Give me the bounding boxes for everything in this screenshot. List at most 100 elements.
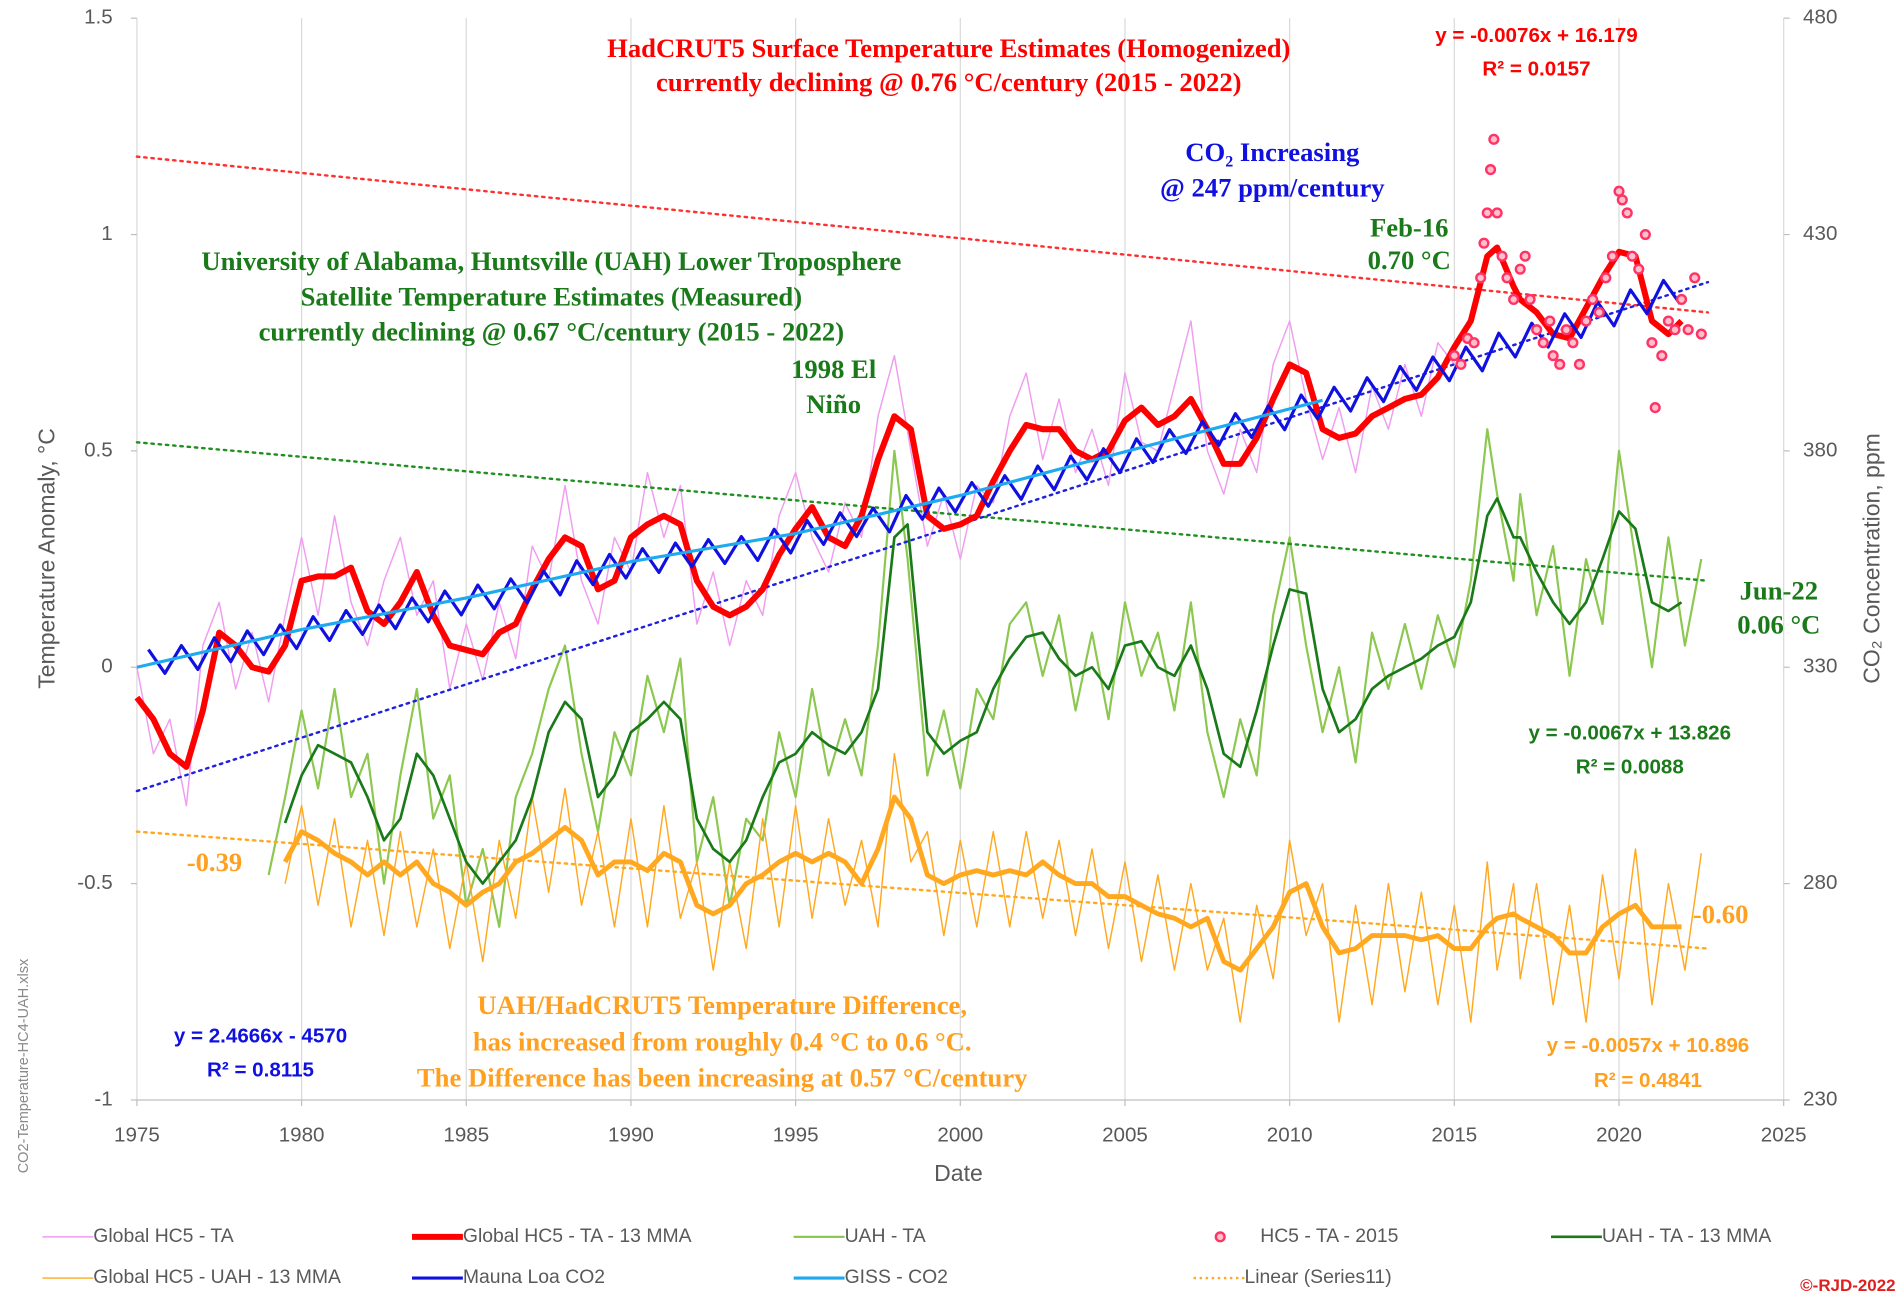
file-note: CO2-Temperature-HC4-UAH.xlsx (16, 958, 32, 1173)
legend-marker (1214, 1231, 1226, 1243)
annotation: y = -0.0076x + 16.179 (1435, 24, 1638, 47)
data-point (1587, 293, 1599, 306)
annotation: y = 2.4666x - 4570 (174, 1024, 347, 1047)
x-tick-label: 1995 (773, 1124, 819, 1147)
data-point (1649, 402, 1661, 414)
data-point (1496, 250, 1508, 262)
x-tick-label: 2025 (1761, 1124, 1807, 1147)
annotation: 0.06 °C (1737, 610, 1820, 640)
data-point (1481, 207, 1493, 219)
data-point (1531, 324, 1543, 336)
legend-label: Linear (Series11) (1244, 1266, 1391, 1288)
y-tick-label: -0.5 (77, 871, 112, 894)
y-tick-label: 0.5 (84, 438, 113, 461)
data-point (1475, 272, 1487, 284)
copyright: ©-RJD-2022 (1800, 1276, 1895, 1295)
legend-item: Linear (Series11) (1193, 1266, 1392, 1288)
series-line (136, 320, 1455, 807)
data-point (1508, 293, 1520, 306)
data-point (1613, 185, 1625, 197)
legend-item: HC5 - TA - 2015 (1214, 1225, 1398, 1247)
y-tick-label: -1 (94, 1087, 112, 1110)
data-point (1621, 207, 1633, 219)
data-point (1669, 324, 1681, 336)
annotation: -0.60 (1693, 899, 1749, 929)
y-tick-label: 0 (101, 655, 112, 678)
annotation: CO₂ Increasing (1185, 137, 1360, 167)
data-point (1491, 207, 1503, 219)
data-point (1639, 228, 1651, 241)
annotation: 0.70 °C (1368, 245, 1451, 275)
legend-label: Mauna Loa CO2 (463, 1266, 605, 1288)
annotation: Jun-22 (1740, 576, 1818, 606)
trend-line (135, 441, 1710, 582)
data-point (1478, 237, 1490, 249)
data-point (1689, 272, 1701, 284)
y-tick-label: 1 (101, 222, 112, 245)
annotation: R² = 0.4841 (1594, 1069, 1702, 1092)
trend-line (135, 155, 1710, 314)
series-line (283, 497, 1683, 885)
x-tick-label: 2010 (1267, 1124, 1313, 1147)
y2-axis-label: CO₂ Concentration, ppm (1858, 433, 1884, 684)
data-point (1519, 250, 1531, 262)
data-point (1501, 272, 1513, 284)
annotation: The Difference has been increasing at 0.… (417, 1063, 1028, 1093)
x-axis-label: Date (934, 1160, 983, 1186)
series-line (282, 794, 1682, 973)
y2-tick-label: 230 (1803, 1087, 1837, 1110)
x-tick-label: 2000 (937, 1124, 983, 1147)
x-tick-label: 2015 (1431, 1124, 1477, 1147)
annotation: UAH/HadCRUT5 Temperature Difference, (477, 990, 967, 1020)
annotation: University of Alabama, Huntsville (UAH) … (201, 246, 901, 276)
data-point (1695, 328, 1707, 340)
data-point (1468, 337, 1480, 349)
annotation: @ 247 ppm/century (1160, 172, 1385, 202)
legend-item: UAH - TA - 13 MMA (1551, 1225, 1771, 1247)
annotation: HadCRUT5 Surface Temperature Estimates (… (607, 33, 1290, 63)
annotation: has increased from roughly 0.4 °C to 0.6… (473, 1026, 972, 1056)
data-point (1646, 337, 1658, 349)
series-line (136, 398, 1324, 669)
data-point (1626, 250, 1638, 262)
y2-tick-label: 430 (1803, 222, 1837, 245)
data-point (1616, 194, 1628, 206)
series-line (267, 428, 1703, 928)
data-point (1554, 358, 1566, 370)
data-point (1656, 350, 1668, 362)
series-line (134, 244, 1684, 770)
y2-tick-label: 280 (1803, 871, 1837, 894)
data-point (1600, 272, 1612, 284)
data-point (1488, 133, 1500, 145)
annotation: y = -0.0067x + 13.826 (1529, 722, 1732, 745)
x-tick-label: 1975 (114, 1124, 160, 1147)
y2-tick-label: 380 (1803, 438, 1837, 461)
y-axis-label: Temperature Anomaly, °C (34, 428, 60, 689)
annotation: -0.39 (187, 847, 243, 877)
annotation: Niño (806, 389, 861, 419)
annotation: currently declining @ 0.76 °C/century (2… (656, 67, 1242, 97)
data-point (1524, 293, 1536, 306)
data-point (1573, 358, 1586, 370)
data-point (1537, 337, 1549, 349)
data-point (1633, 263, 1645, 275)
y2-tick-label: 330 (1803, 655, 1837, 678)
data-point (1676, 293, 1688, 306)
x-tick-label: 2020 (1596, 1124, 1642, 1147)
y2-tick-label: 480 (1803, 6, 1837, 29)
y-tick-label: 1.5 (84, 6, 113, 29)
data-point (1514, 263, 1526, 275)
data-point (1593, 306, 1605, 318)
x-tick-label: 1985 (443, 1124, 489, 1147)
legend-label: Global HC5 - UAH - 13 MMA (93, 1266, 341, 1288)
annotation: Feb-16 (1370, 212, 1448, 242)
data-point (1662, 315, 1674, 327)
legend-label: UAH - TA (845, 1225, 926, 1247)
annotation: Satellite Temperature Estimates (Measure… (301, 281, 802, 311)
data-point (1484, 164, 1497, 176)
legend-item: Global HC5 - TA (42, 1225, 234, 1247)
data-point (1606, 250, 1618, 262)
x-tick-label: 2005 (1102, 1124, 1148, 1147)
legend-label: GISS - CO2 (845, 1266, 948, 1288)
